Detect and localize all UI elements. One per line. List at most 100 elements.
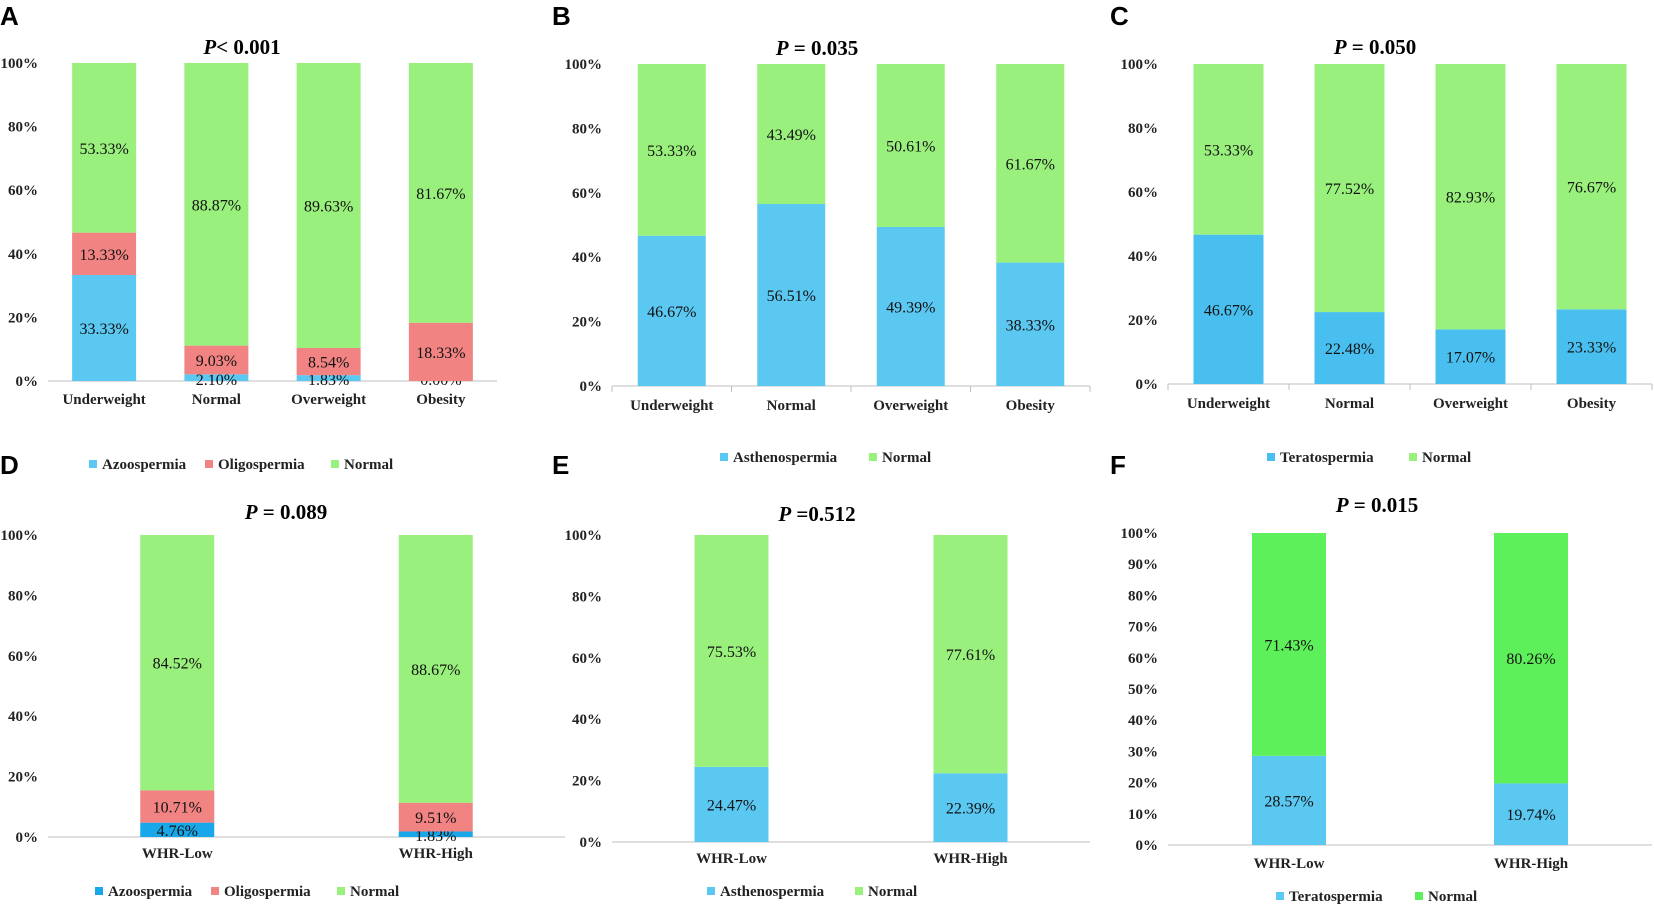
bar-segment-normal [757,64,826,205]
legend-c: Teratospermia Normal [1267,450,1471,466]
y-tick-label: 10% [1128,807,1158,823]
data-label: 77.52% [1325,181,1374,198]
data-label: 76.67% [1567,180,1616,197]
bar-segment-oligospermia [398,802,473,832]
data-label: 1.83% [415,828,456,845]
x-category-label: WHR-Low [1254,856,1325,872]
x-category-label: Obesity [1567,396,1617,412]
bar-segment-asthenospermia [996,262,1065,386]
x-category-label: WHR-High [1494,856,1569,872]
bar-segment-normal [1556,64,1627,310]
x-category-label: Underweight [62,392,145,408]
x-category-label: Underweight [630,398,713,414]
bar-segment-teratospermia [1494,783,1568,845]
legend-d: Azoospermia Oligospermia Normal [95,884,399,900]
data-label: 4.76% [157,823,198,840]
data-label: 46.67% [647,304,696,321]
bar-segment-normal [1314,64,1385,313]
data-label: 80.26% [1506,651,1555,668]
y-tick-label: 30% [1128,744,1158,760]
panel-letter-d: D [0,450,19,480]
legend-swatch-normal [1409,453,1417,461]
panel-letter-e: E [552,450,569,480]
bar-segment-azoospermia [140,822,215,837]
legend-label-teratospermia: Teratospermia [1280,450,1374,466]
bar-segment-normal [398,534,473,803]
y-tick-label: 80% [1128,588,1158,604]
legend-f: Teratospermia Normal [1276,889,1477,905]
data-label: 56.51% [767,288,816,305]
legend-swatch-teratospermia [1276,892,1284,900]
bar-segment-normal [408,63,473,323]
data-label: 19.74% [1506,807,1555,824]
legend-label-azoospermia: Azoospermia [108,884,193,900]
y-tick-label: 0% [16,374,39,390]
bar-segment-oligospermia [72,232,137,276]
x-category-label: Normal [192,392,241,408]
bar-segment-teratospermia [1556,309,1627,384]
bar-segment-teratospermia [1435,329,1506,384]
data-label: 61.67% [1006,156,1055,173]
bar-segment-normal [1193,64,1264,235]
bar-segment-normal [933,535,1008,774]
legend-label-normal: Normal [868,884,917,900]
bar-segment-azoospermia [296,375,361,381]
panel-letter-a: A [0,1,19,31]
x-category-label: Normal [1325,396,1374,412]
legend-label-normal: Normal [1422,450,1471,466]
legend-swatch-asthenospermia [707,887,715,895]
bar-segment-normal [637,64,706,236]
chart-panel-a: A P< 0.001 0% 20% 40% 60% 80% 100% 33.33% 13.33% 5… [0,1,497,408]
panel-letter-f: F [1110,450,1126,480]
x-category-label: Normal [767,398,816,414]
y-tick-label: 60% [1128,185,1158,201]
bar-segment-asthenospermia [757,204,826,386]
bar-segment-teratospermia [1193,234,1264,384]
y-tick-label: 20% [572,315,602,331]
legend-label-normal: Normal [350,884,399,900]
y-tick-label: 80% [572,589,602,605]
data-label: 2.10% [196,372,237,389]
bar-segment-oligospermia [408,322,473,381]
data-label: 53.33% [647,143,696,160]
y-tick-label: 40% [8,709,38,725]
x-category-label: Overweight [291,392,366,408]
bar-segment-asthenospermia [694,766,769,842]
bar-segment-oligospermia [140,790,215,823]
y-tick-label: 40% [1128,713,1158,729]
chart-title-a: P< 0.001 [202,35,280,59]
bar-segment-normal [184,63,249,346]
bar-segment-normal [72,63,137,233]
data-label: 18.33% [416,345,465,362]
legend-swatch-oligospermia [205,460,213,468]
data-label: 82.93% [1446,190,1495,207]
y-tick-label: 40% [1128,249,1158,265]
y-tick-label: 80% [8,588,38,604]
y-tick-label: 0% [16,830,39,846]
bar-segment-azoospermia [72,275,137,381]
data-label: 81.67% [416,186,465,203]
y-tick-label: 0% [580,379,603,395]
y-tick-label: 40% [572,712,602,728]
legend-e: Asthenospermia Normal [707,884,917,900]
bar-segment-normal [1435,64,1506,330]
bar-segment-oligospermia [184,345,249,375]
y-tick-label: 100% [1121,526,1159,542]
legend-swatch-azoospermia [89,460,97,468]
legend-swatch-asthenospermia [720,453,728,461]
data-label: 46.67% [1204,302,1253,319]
data-label: 53.33% [79,141,128,158]
y-tick-label: 100% [1121,57,1159,73]
chart-title-e: P =0.512 [777,502,855,526]
bar-segment-normal [996,64,1065,263]
data-label: 9.51% [415,810,456,827]
legend-swatch-azoospermia [95,887,103,895]
data-label: 49.39% [886,299,935,316]
y-tick-label: 60% [8,183,38,199]
data-label: 33.33% [79,321,128,338]
legend-label-azoospermia: Azoospermia [102,457,187,473]
y-tick-label: 100% [1,56,39,72]
y-tick-label: 60% [572,651,602,667]
data-label: 53.33% [1204,142,1253,159]
y-tick-label: 100% [565,528,603,544]
